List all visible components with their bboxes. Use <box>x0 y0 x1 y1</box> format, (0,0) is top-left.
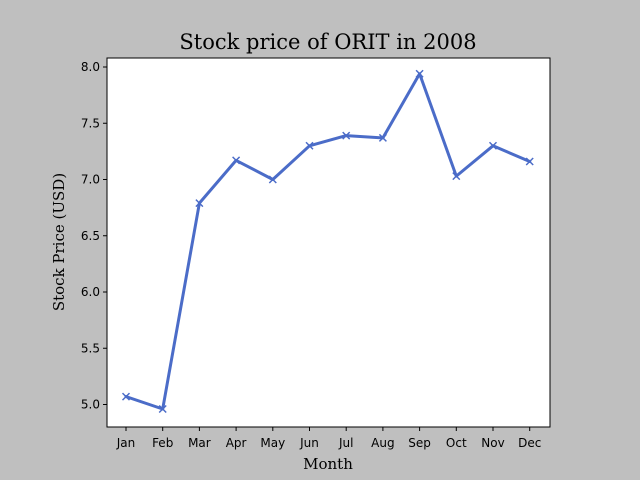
y-tick-label: 5.0 <box>81 398 100 412</box>
y-axis-label: Stock Price (USD) <box>50 173 68 311</box>
data-point-marker <box>305 141 314 150</box>
data-point-marker <box>268 175 277 184</box>
y-tick-label: 7.5 <box>81 116 100 130</box>
x-tick-label: Jun <box>299 436 319 450</box>
x-tick-label: Sep <box>408 436 431 450</box>
x-tick-label: Mar <box>188 436 211 450</box>
x-tick-label: Nov <box>481 436 504 450</box>
y-tick-label: 6.5 <box>81 229 100 243</box>
data-point-marker <box>195 199 204 208</box>
data-point-marker <box>232 156 241 165</box>
x-tick-label: Apr <box>226 436 247 450</box>
data-point-marker <box>525 157 534 166</box>
data-point-marker <box>378 133 387 142</box>
data-point-marker <box>452 172 461 181</box>
chart-title: Stock price of ORIT in 2008 <box>179 30 476 54</box>
y-tick-label: 7.0 <box>81 173 100 187</box>
data-point-marker <box>121 392 131 401</box>
series-markers <box>121 69 534 414</box>
x-axis-label: Month <box>303 455 353 473</box>
data-point-marker <box>488 141 498 150</box>
y-tick-label: 8.0 <box>81 60 100 74</box>
data-point-marker <box>158 404 167 414</box>
x-tick-label: Jan <box>116 436 136 450</box>
x-tick-label: May <box>260 436 285 450</box>
data-point-marker <box>342 131 351 140</box>
series-line <box>124 72 532 411</box>
x-tick-label: Aug <box>371 436 394 450</box>
x-tick-label: Feb <box>152 436 173 450</box>
x-tick-label: Jul <box>338 436 353 450</box>
plot-area <box>106 57 551 428</box>
data-point-marker <box>415 69 424 78</box>
y-tick-label: 6.0 <box>81 285 100 299</box>
x-axis: Jan Feb Mar Apr May Jun Jul Aug Sep Oct Nov Dec <box>116 427 541 450</box>
y-tick-label: 5.5 <box>81 341 100 355</box>
x-tick-label: Oct <box>446 436 467 450</box>
x-tick-label: Dec <box>518 436 541 450</box>
y-axis: 5.0 5.5 6.0 6.5 7.0 7.5 8.0 <box>81 60 107 412</box>
